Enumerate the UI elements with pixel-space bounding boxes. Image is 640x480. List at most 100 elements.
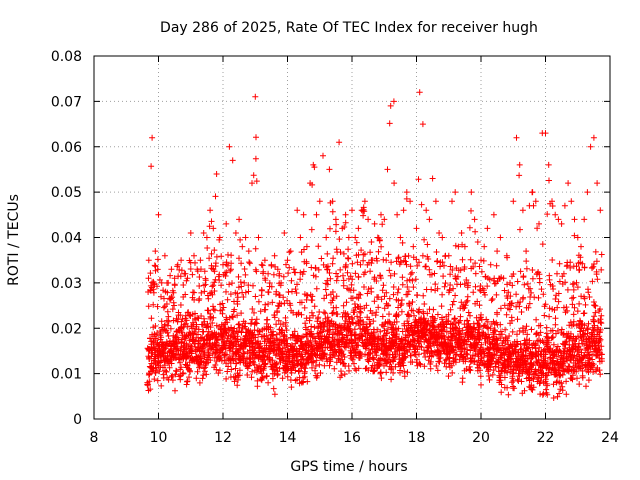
roti-point [246,259,253,266]
roti-point [378,375,385,382]
roti-point [490,318,497,325]
roti-point [597,336,604,343]
roti-point [344,269,351,276]
roti-point [554,304,561,311]
roti-point [174,261,181,268]
roti-point [254,377,261,384]
roti-point [315,243,322,250]
roti-point [383,289,390,296]
roti-point [360,271,367,278]
roti-point [196,346,203,353]
roti-point [321,295,328,302]
roti-point [180,370,187,376]
roti-point [329,208,336,215]
roti-point [329,289,336,295]
roti-point [538,286,545,293]
roti-point [428,271,435,278]
roti-point [558,379,565,386]
x-tick-label: 18 [408,430,426,446]
roti-point [333,221,340,228]
roti-point [189,271,196,278]
roti-point [497,234,504,241]
roti-point [592,303,599,309]
roti-point [464,324,471,330]
roti-point [509,282,516,289]
roti-point [285,357,292,364]
roti-point [399,359,406,366]
roti-point [587,143,594,150]
x-tick-label: 12 [214,430,232,446]
roti-point [540,291,547,298]
roti-point [381,305,388,312]
roti-point [326,166,333,173]
roti-point [355,365,362,372]
roti-point [158,334,165,341]
roti-point [407,271,414,278]
roti-point [396,261,403,268]
roti-point [407,198,414,205]
roti-point [552,211,559,218]
roti-point [448,343,455,350]
roti-point [381,293,388,300]
roti-point [539,241,546,248]
roti-point [570,294,577,301]
roti-point [598,320,605,327]
x-tick-label: 14 [279,430,297,446]
roti-point [570,280,577,287]
roti-point [445,373,452,380]
roti-point [390,354,397,361]
roti-point [414,262,421,269]
roti-point [434,367,441,374]
roti-point [206,336,213,343]
roti-point [505,289,512,296]
roti-point [274,309,281,316]
roti-point [511,385,518,392]
roti-point [366,316,373,323]
roti-point [345,255,352,262]
roti-point [434,311,441,318]
roti-point [331,342,338,349]
roti-point [386,335,393,342]
roti-point [407,263,414,270]
roti-point [283,327,290,334]
roti-point [193,321,200,328]
roti-point [252,293,259,300]
roti-point [563,378,570,385]
roti-point [189,311,196,318]
roti-point [357,291,364,298]
roti-point [228,252,235,259]
roti-point [410,284,417,291]
roti-point [452,242,459,249]
roti-point [486,339,493,346]
roti-point [390,369,397,376]
roti-point [508,366,515,373]
roti-point [256,344,263,351]
roti-point [325,327,332,334]
roti-point [165,279,172,286]
roti-point [158,318,165,325]
roti-point [546,305,553,312]
roti-point [584,189,591,196]
roti-point [386,267,393,274]
roti-point [590,361,597,368]
roti-point [286,249,293,256]
roti-point [565,363,572,370]
x-tick-label: 22 [537,430,555,446]
roti-point [451,334,458,340]
y-tick-label: 0.04 [51,231,82,247]
roti-point [554,393,561,400]
roti-point [344,332,351,339]
roti-point [226,143,233,150]
roti-point [490,367,497,374]
roti-point [466,224,473,231]
roti-point [196,379,203,386]
roti-point [254,383,261,390]
roti-point [459,256,466,263]
roti-point [578,359,585,366]
roti-point [239,354,246,360]
roti-point [209,344,215,351]
roti-point [224,262,231,269]
roti-point [431,336,438,343]
roti-point [371,334,378,341]
roti-point [493,291,500,298]
